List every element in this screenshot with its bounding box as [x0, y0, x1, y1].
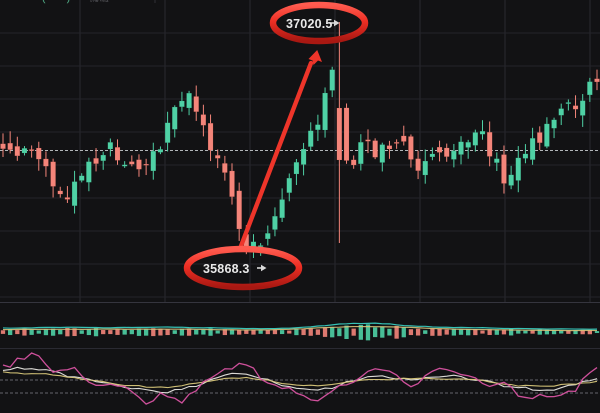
svg-text:❯: ❯ [66, 0, 70, 4]
svg-text:❮: ❮ [42, 0, 46, 4]
